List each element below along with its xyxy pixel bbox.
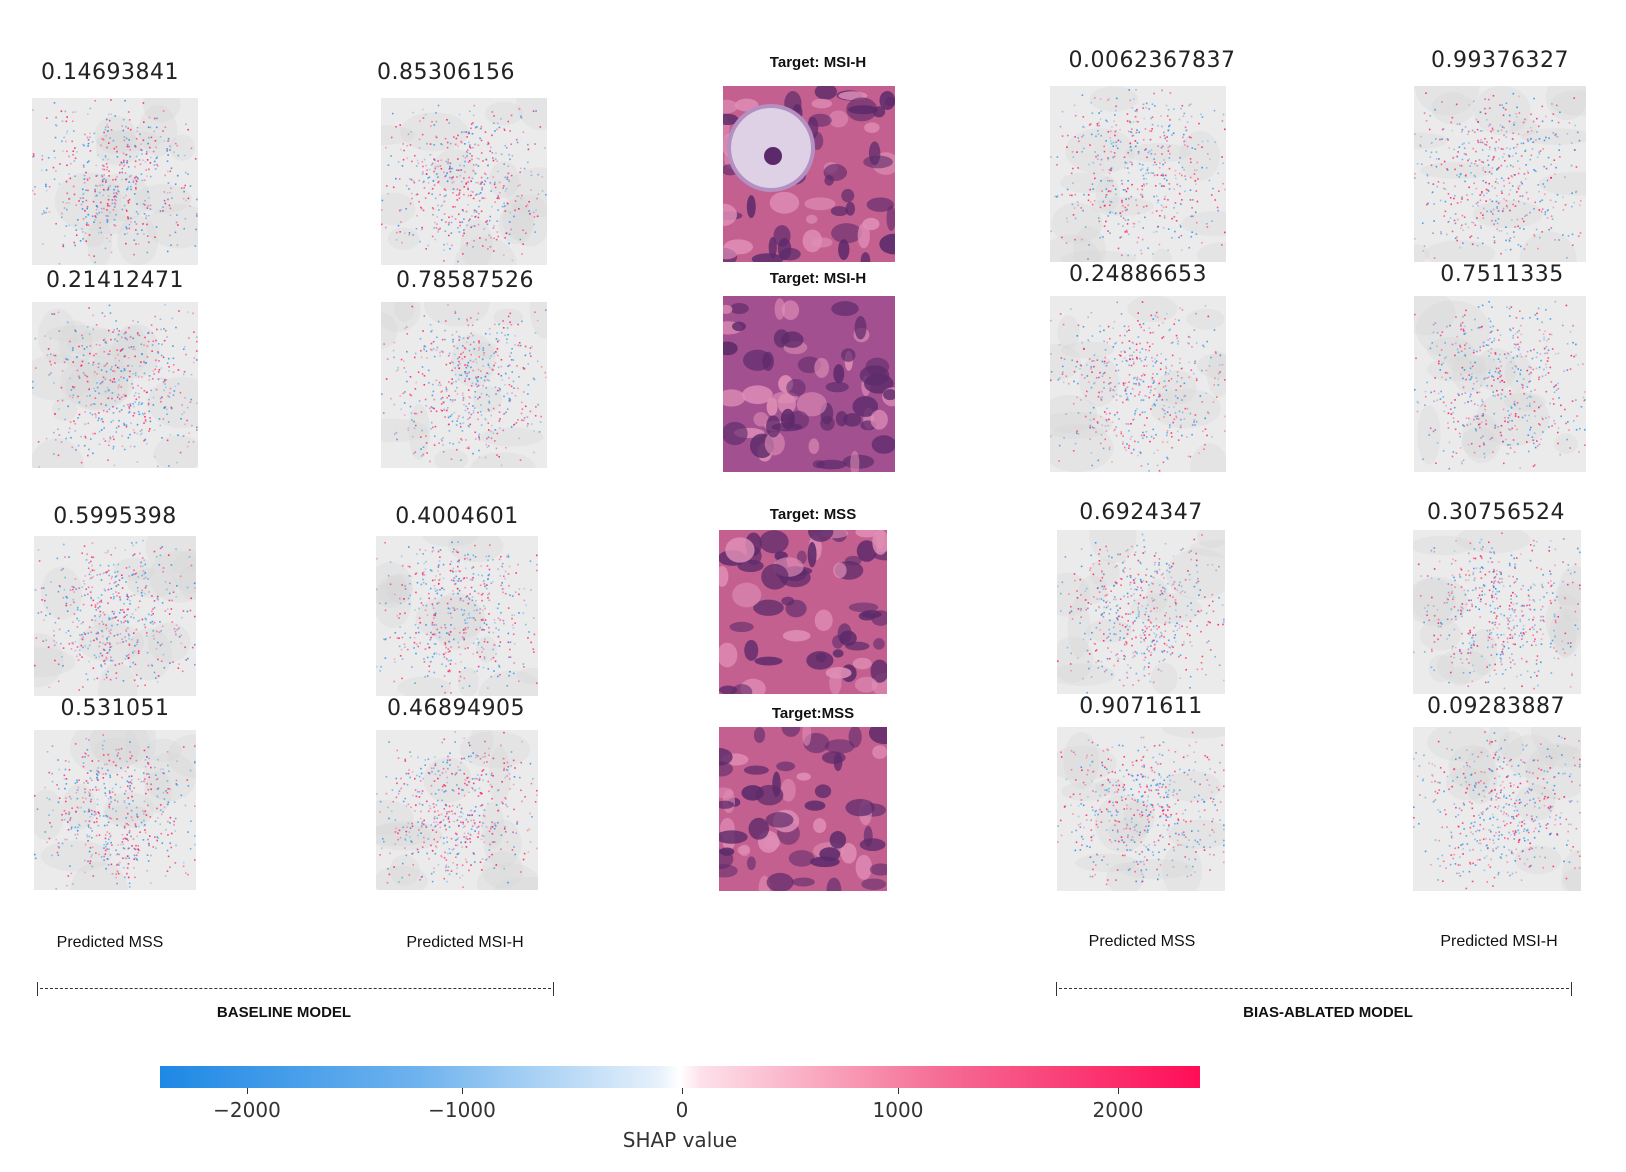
target-label-1: Target: MSI-H [769, 54, 867, 71]
colorbar-tick [247, 1088, 248, 1094]
baseline-msih-value-2: 0.78587526 [396, 268, 534, 293]
baseline-mss-value-4: 0.531051 [60, 696, 170, 721]
shap-map [32, 86, 212, 268]
shap-map [0, 522, 214, 721]
ablated-mss-value-2: 0.24886653 [1069, 262, 1207, 287]
colorbar-tick [462, 1088, 463, 1094]
baseline-bracket [37, 982, 554, 996]
ablated-mss-value-3: 0.6924347 [1079, 500, 1203, 525]
colorbar-tick-label: −1000 [428, 1098, 496, 1122]
shap-map [356, 279, 563, 483]
colorbar-tick [1118, 1088, 1119, 1094]
histology-image [705, 719, 900, 903]
ablated-mss-value-1: 0.0062367837 [1068, 48, 1236, 73]
baseline-mss-value-3: 0.5995398 [53, 504, 177, 529]
colorbar-tick [898, 1088, 899, 1094]
shap-map [1040, 86, 1253, 289]
shap-map [1384, 57, 1614, 290]
ablated-predicted-mss-label: Predicted MSS [1088, 933, 1196, 950]
ablated-msih-value-3: 0.30756524 [1427, 500, 1565, 525]
target-label-4: Target:MSS [771, 705, 855, 722]
ablated-msih-value-2: 0.7511335 [1440, 262, 1564, 287]
histology-image [713, 296, 904, 477]
baseline-mss-value-2: 0.21412471 [46, 268, 184, 293]
ablated-predicted-msih-label: Predicted MSI-H [1440, 933, 1558, 950]
baseline-predicted-msih-label: Predicted MSI-H [406, 934, 524, 951]
colorbar-tick-label: −2000 [213, 1098, 281, 1122]
ablated-mss-value-4: 0.9071611 [1079, 694, 1203, 719]
ablated-model-label: BIAS-ABLATED MODEL [1243, 1004, 1413, 1021]
baseline-msih-value-1: 0.85306156 [377, 60, 515, 85]
colorbar-title: SHAP value [622, 1128, 738, 1152]
baseline-msih-value-3: 0.4004601 [395, 504, 519, 529]
shap-map [1032, 295, 1240, 493]
colorbar-tick-label: 0 [675, 1098, 689, 1122]
colorbar-gradient [160, 1066, 1200, 1088]
ablated-bracket [1056, 982, 1572, 996]
shap-map [1413, 702, 1599, 896]
ablated-msih-value-4: 0.09283887 [1427, 694, 1565, 719]
colorbar: −2000 −1000 0 1000 2000 SHAP value [160, 1066, 1200, 1166]
target-label-3: Target: MSS [769, 506, 857, 523]
baseline-predicted-mss-label: Predicted MSS [56, 934, 164, 951]
ablated-msih-value-1: 0.99376327 [1431, 48, 1569, 73]
histology-image [715, 520, 900, 700]
shap-map [1395, 290, 1586, 472]
baseline-mss-value-1: 0.14693841 [41, 60, 179, 85]
shap-map [20, 302, 217, 498]
baseline-msih-value-4: 0.46894905 [387, 696, 525, 721]
shap-map [29, 712, 219, 918]
shap-map [1405, 525, 1593, 694]
shap-map [351, 724, 565, 904]
target-label-2: Target: MSI-H [769, 270, 867, 287]
shap-map [1044, 508, 1255, 695]
shap-map [368, 526, 547, 720]
colorbar-tick-label: 1000 [872, 1098, 924, 1122]
histology-image [709, 83, 909, 270]
baseline-model-label: BASELINE MODEL [216, 1004, 352, 1021]
colorbar-tick [682, 1088, 683, 1094]
colorbar-tick-label: 2000 [1092, 1098, 1144, 1122]
shap-map [1048, 716, 1238, 899]
shap-map [350, 75, 577, 293]
